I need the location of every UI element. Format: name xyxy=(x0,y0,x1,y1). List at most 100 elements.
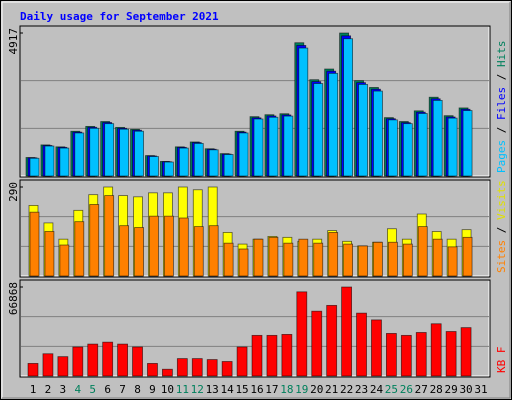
bar xyxy=(89,204,100,277)
bar xyxy=(462,110,473,177)
bar xyxy=(117,343,128,377)
bar xyxy=(296,291,308,377)
x-tick-label: 20 xyxy=(310,383,323,396)
bar xyxy=(149,156,159,177)
bar xyxy=(253,238,264,277)
chart-title: Daily usage for September 2021 xyxy=(20,10,219,23)
bar xyxy=(208,149,219,177)
x-tick-label: 31 xyxy=(474,383,487,396)
x-tick-label: 5 xyxy=(89,383,96,396)
legend-entry: Files xyxy=(495,87,508,120)
bar xyxy=(236,346,248,377)
x-tick-label: 4 xyxy=(74,383,81,396)
x-tick-label: 13 xyxy=(206,383,219,396)
x-tick-label: 14 xyxy=(221,383,235,396)
bar xyxy=(87,343,99,377)
bar xyxy=(134,227,144,277)
bar xyxy=(238,248,249,277)
x-tick-label: 6 xyxy=(104,383,111,396)
bar xyxy=(313,242,324,277)
bar xyxy=(447,117,458,177)
x-tick-label: 16 xyxy=(250,383,263,396)
x-tick-label: 18 xyxy=(280,383,293,396)
bar xyxy=(268,116,279,177)
bar xyxy=(371,319,382,377)
legend-separator: / xyxy=(495,220,508,240)
bar xyxy=(402,243,413,277)
bar xyxy=(328,72,339,177)
bar xyxy=(59,147,70,177)
legend-entry: Pages xyxy=(495,140,508,173)
bar xyxy=(447,246,458,277)
legend: Sites / Visits xyxy=(495,180,508,273)
bar xyxy=(223,242,234,277)
bar xyxy=(178,217,189,277)
bar xyxy=(358,83,368,177)
bar xyxy=(415,332,427,377)
bar xyxy=(251,334,263,377)
x-tick-label: 28 xyxy=(430,383,443,396)
bar xyxy=(134,130,144,177)
bar xyxy=(268,236,279,277)
bar xyxy=(74,132,85,177)
bar xyxy=(59,244,70,277)
x-tick-label: 25 xyxy=(385,383,398,396)
bar xyxy=(432,238,443,277)
x-tick-label: 11 xyxy=(176,383,189,396)
bar xyxy=(311,310,323,377)
legend-entry: Hits xyxy=(495,41,508,68)
bar xyxy=(283,242,294,277)
bar xyxy=(178,147,189,177)
x-tick-label: 27 xyxy=(415,383,428,396)
x-tick-label: 30 xyxy=(459,383,472,396)
bar xyxy=(266,334,278,377)
bar xyxy=(313,83,324,177)
x-tick-label: 9 xyxy=(149,383,156,396)
bar xyxy=(57,356,69,377)
bar xyxy=(460,327,472,377)
bar xyxy=(193,226,204,277)
legend: Pages / Files / Hits xyxy=(495,41,508,174)
x-tick-label: 8 xyxy=(134,383,141,396)
bar xyxy=(298,47,309,177)
legend-entry: Sites xyxy=(495,240,508,273)
x-tick-label: 3 xyxy=(60,383,67,396)
x-tick-label: 22 xyxy=(340,383,353,396)
x-tick-label: 23 xyxy=(355,383,368,396)
x-tick-label: 10 xyxy=(161,383,174,396)
x-tick-label: 17 xyxy=(265,383,278,396)
bar xyxy=(104,123,115,177)
bar xyxy=(343,38,354,177)
x-tick-label: 2 xyxy=(45,383,52,396)
bar xyxy=(176,358,188,377)
legend: KB F xyxy=(495,347,508,374)
x-tick-label: 21 xyxy=(325,383,338,396)
bar xyxy=(373,90,383,177)
bar xyxy=(373,241,383,277)
legend-separator: / xyxy=(495,120,508,140)
bar xyxy=(44,231,55,277)
bar xyxy=(89,127,100,177)
bar xyxy=(104,195,115,277)
x-tick-label: 19 xyxy=(295,383,308,396)
legend-entry: KB F xyxy=(495,347,508,374)
bar xyxy=(29,211,40,277)
bar xyxy=(147,363,158,377)
bar xyxy=(161,368,173,377)
bar xyxy=(193,143,204,177)
bar xyxy=(253,118,264,177)
bar xyxy=(417,113,428,177)
x-tick-label: 15 xyxy=(235,383,248,396)
bar xyxy=(385,333,397,377)
bar xyxy=(238,132,249,177)
x-tick-label: 24 xyxy=(370,383,384,396)
bar xyxy=(132,346,143,377)
bar xyxy=(387,119,398,177)
legend-entry: Visits xyxy=(495,180,508,220)
bar xyxy=(223,154,234,177)
bar xyxy=(119,225,129,277)
bar xyxy=(281,334,293,377)
bar xyxy=(191,358,203,377)
bar xyxy=(341,286,353,377)
